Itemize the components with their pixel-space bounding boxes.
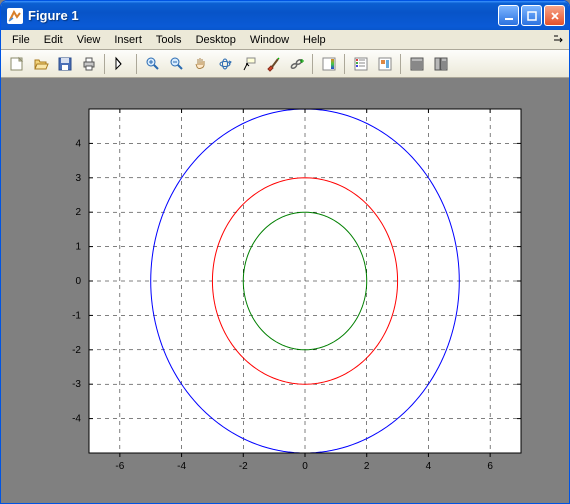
y-tick-label: 2 <box>75 207 81 218</box>
matlab-icon <box>7 8 23 24</box>
menu-file[interactable]: File <box>5 32 37 48</box>
maximize-button[interactable] <box>521 5 542 26</box>
x-tick-label: -4 <box>177 461 186 472</box>
insert-legend-button[interactable] <box>349 53 372 75</box>
menu-edit[interactable]: Edit <box>37 32 70 48</box>
window-title: Figure 1 <box>28 8 498 23</box>
x-tick-label: 4 <box>426 461 432 472</box>
edit-plot-button[interactable] <box>109 53 132 75</box>
y-tick-label: -2 <box>72 344 81 355</box>
link-plot-button[interactable] <box>285 53 308 75</box>
titlebar[interactable]: Figure 1 <box>1 1 569 30</box>
toolbar-separator <box>400 54 401 74</box>
new-figure-button[interactable] <box>5 53 28 75</box>
menu-desktop[interactable]: Desktop <box>189 32 243 48</box>
toolbar-separator <box>136 54 137 74</box>
x-tick-label: -6 <box>115 461 124 472</box>
window-buttons <box>498 5 565 26</box>
toolbar-separator <box>312 54 313 74</box>
y-tick-label: -1 <box>72 310 81 321</box>
zoom-in-button[interactable] <box>141 53 164 75</box>
y-tick-label: 3 <box>75 172 81 183</box>
figure-window: Figure 1 File Edit View Insert Tools Des… <box>0 0 570 504</box>
menu-help[interactable]: Help <box>296 32 333 48</box>
toolbar-separator <box>104 54 105 74</box>
print-button[interactable] <box>77 53 100 75</box>
menu-insert[interactable]: Insert <box>107 32 149 48</box>
dock-button[interactable] <box>405 53 428 75</box>
menubar: File Edit View Insert Tools Desktop Wind… <box>1 30 569 50</box>
x-tick-label: -2 <box>239 461 248 472</box>
y-tick-label: 0 <box>75 276 81 287</box>
y-tick-label: 1 <box>75 241 81 252</box>
y-tick-label: 4 <box>75 138 81 149</box>
x-tick-label: 2 <box>364 461 370 472</box>
menu-window[interactable]: Window <box>243 32 296 48</box>
menu-tools[interactable]: Tools <box>149 32 189 48</box>
insert-colorbar-button[interactable] <box>317 53 340 75</box>
x-tick-label: 6 <box>487 461 493 472</box>
y-tick-label: -4 <box>72 413 81 424</box>
toolbar <box>1 50 569 78</box>
rotate-3d-button[interactable] <box>213 53 236 75</box>
close-button[interactable] <box>544 5 565 26</box>
open-button[interactable] <box>29 53 52 75</box>
figure-area: -6 -4 -2 0 2 4 6 -4 -3 -2 -1 0 1 2 3 4 <box>1 78 569 503</box>
y-tick-label: -3 <box>72 379 81 390</box>
menubar-overflow-icon[interactable] <box>553 34 563 47</box>
axes-plot[interactable]: -6 -4 -2 0 2 4 6 -4 -3 -2 -1 0 1 2 3 4 <box>17 91 553 491</box>
x-tick-label: 0 <box>302 461 308 472</box>
zoom-out-button[interactable] <box>165 53 188 75</box>
brush-button[interactable] <box>261 53 284 75</box>
hide-tools-button[interactable] <box>373 53 396 75</box>
toolbar-separator <box>344 54 345 74</box>
pan-button[interactable] <box>189 53 212 75</box>
minimize-button[interactable] <box>498 5 519 26</box>
save-button[interactable] <box>53 53 76 75</box>
menu-view[interactable]: View <box>70 32 108 48</box>
data-cursor-button[interactable] <box>237 53 260 75</box>
show-tools-button[interactable] <box>429 53 452 75</box>
